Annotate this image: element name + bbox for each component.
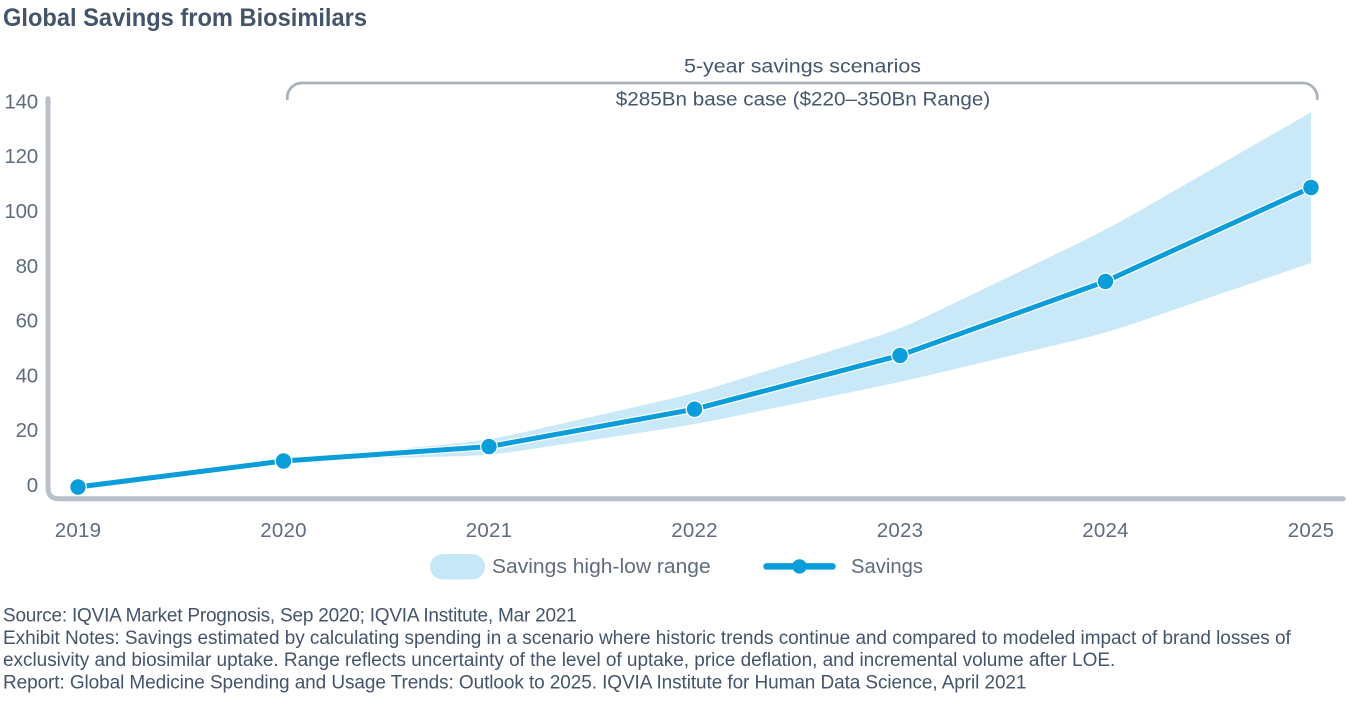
svg-text:0: 0 — [27, 474, 38, 497]
svg-text:140: 140 — [4, 90, 38, 113]
svg-text:2023: 2023 — [877, 519, 923, 542]
svg-text:Source: IQVIA Market Prognosis: Source: IQVIA Market Prognosis, Sep 2020… — [3, 606, 577, 627]
svg-text:2019: 2019 — [55, 519, 101, 542]
svg-text:2025: 2025 — [1288, 519, 1334, 542]
svg-text:Report: Global Medicine Spendi: Report: Global Medicine Spending and Usa… — [3, 673, 1026, 694]
svg-text:Savings: Savings — [851, 556, 923, 578]
svg-text:Exhibit Notes: Savings estimat: Exhibit Notes: Savings estimated by calc… — [3, 628, 1291, 649]
svg-text:5-year savings scenarios: 5-year savings scenarios — [684, 56, 921, 78]
svg-text:2022: 2022 — [671, 519, 717, 542]
svg-text:100: 100 — [4, 200, 38, 223]
svg-text:$285Bn base case ($220–350Bn R: $285Bn base case ($220–350Bn Range) — [616, 88, 991, 110]
svg-text:2024: 2024 — [1082, 519, 1128, 542]
svg-text:2021: 2021 — [466, 519, 512, 542]
svg-text:2020: 2020 — [260, 519, 306, 542]
svg-text:80: 80 — [16, 255, 38, 278]
svg-text:Savings high-low range: Savings high-low range — [492, 556, 711, 578]
svg-text:20: 20 — [16, 419, 38, 442]
svg-text:120: 120 — [4, 145, 38, 168]
svg-text:60: 60 — [16, 310, 38, 333]
svg-text:exclusivity and biosimilar upt: exclusivity and biosimilar uptake. Range… — [3, 650, 1115, 671]
svg-text:40: 40 — [16, 364, 38, 387]
svg-text:Global Savings from Biosimilar: Global Savings from Biosimilars — [3, 4, 367, 32]
